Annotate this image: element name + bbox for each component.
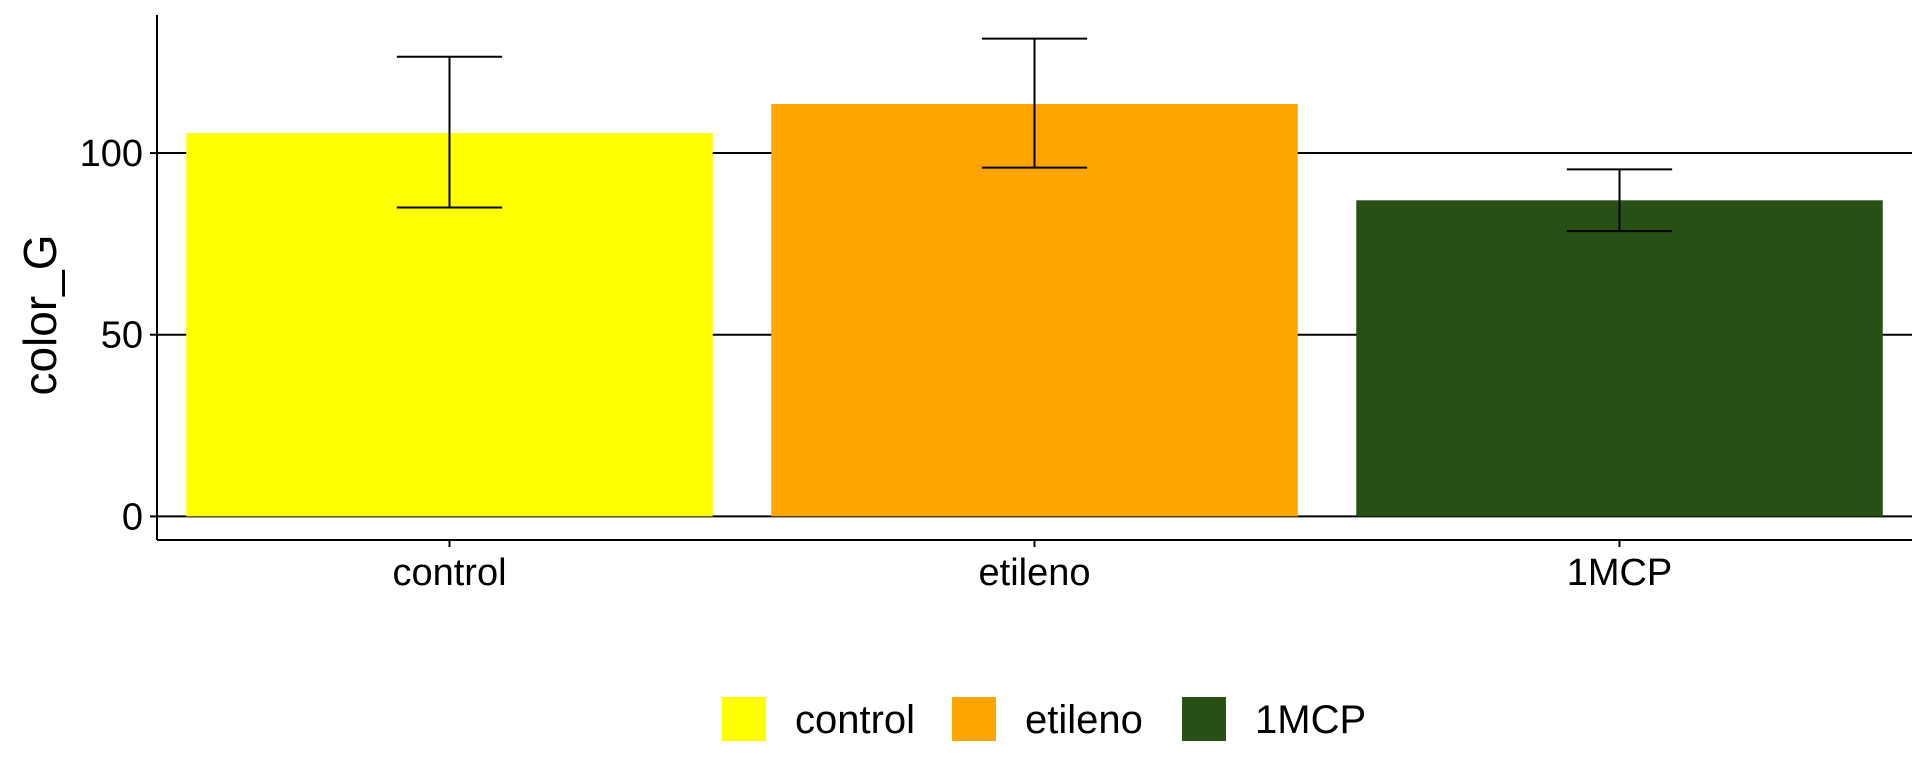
error-bar-2 xyxy=(1566,168,1673,233)
legend-item-2: 1MCP xyxy=(1182,697,1366,742)
bars xyxy=(186,104,1883,517)
y-tick-label-1: 50 xyxy=(101,315,143,357)
legend-label-2: 1MCP xyxy=(1255,698,1366,742)
bar-1 xyxy=(771,104,1298,517)
error-bar-1 xyxy=(981,37,1088,169)
x-tick-label-0: control xyxy=(392,552,506,594)
legend-label-0: control xyxy=(795,698,915,742)
legend-swatch-1 xyxy=(952,697,996,741)
axes xyxy=(150,15,1912,547)
legend: control etileno 1MCP xyxy=(722,697,1366,742)
y-tick-label-2: 100 xyxy=(80,133,143,175)
y-tick-label-0: 0 xyxy=(122,496,143,538)
y-axis-title: color_G xyxy=(14,234,66,395)
legend-item-1: etileno xyxy=(952,697,1143,742)
tick-labels: control etileno 1MCP 0 50 100 xyxy=(80,133,1673,594)
x-tick-label-1: etileno xyxy=(979,552,1091,594)
legend-swatch-2 xyxy=(1182,697,1226,741)
bar-2 xyxy=(1356,200,1883,517)
legend-swatch-0 xyxy=(722,697,766,741)
error-bar-0 xyxy=(396,55,503,209)
legend-item-0: control xyxy=(722,697,915,742)
legend-label-1: etileno xyxy=(1025,698,1143,742)
error-bars xyxy=(396,37,1673,233)
x-tick-label-2: 1MCP xyxy=(1567,552,1673,594)
